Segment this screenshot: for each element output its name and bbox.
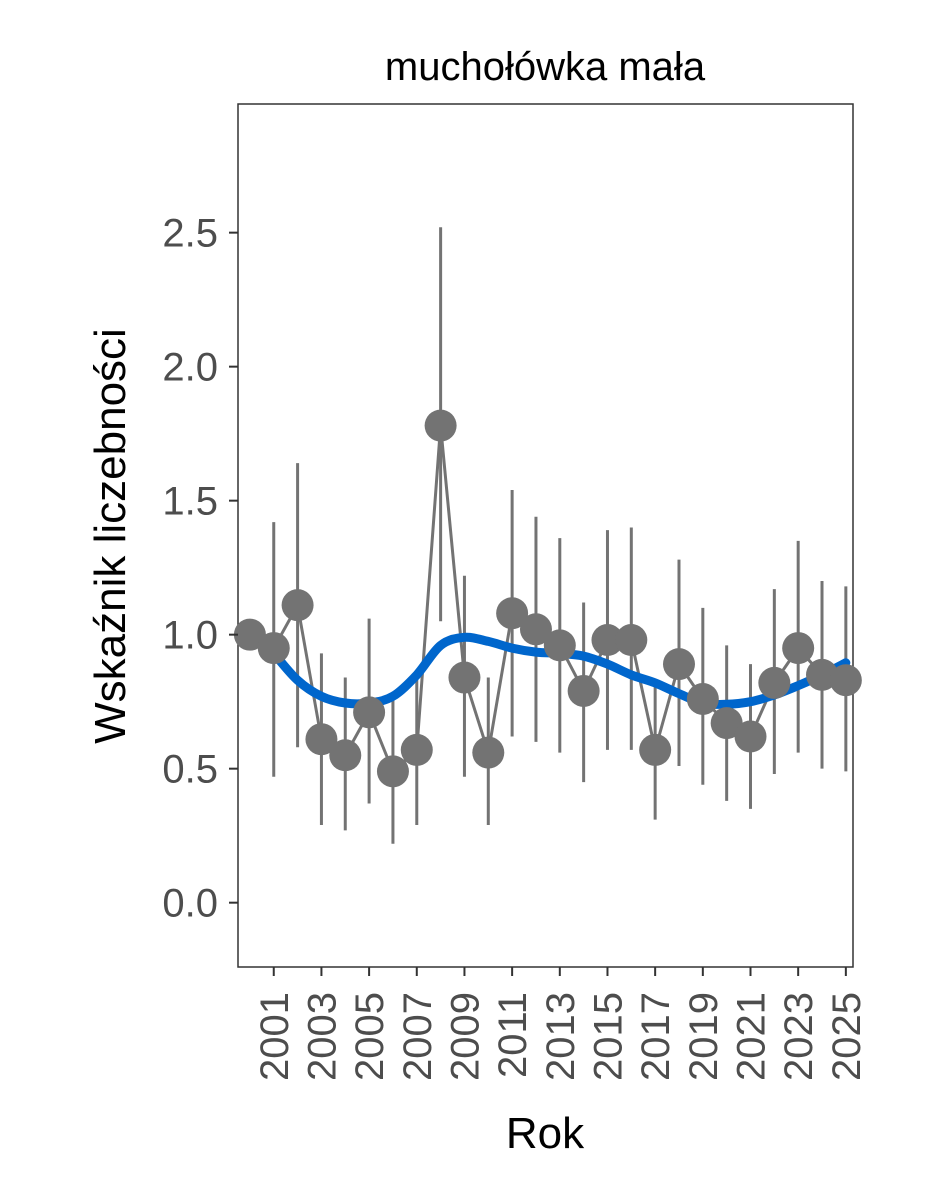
x-axis-title: Rok xyxy=(506,1109,585,1158)
x-tick-label-2: 2005 xyxy=(348,992,392,1081)
chart-title: muchołówka mała xyxy=(385,45,706,89)
x-axis: 2001 2003 2005 2007 2009 2011 2013 2015 2017 2019… xyxy=(253,967,869,1081)
y-axis-title: Wskaźnik liczebności xyxy=(86,328,135,744)
data-point-2019 xyxy=(686,682,719,715)
x-tick-label-12: 2025 xyxy=(825,992,869,1081)
data-point-2017 xyxy=(639,733,672,766)
y-tick-label-1: 0.5 xyxy=(162,748,218,792)
data-point-2014 xyxy=(567,674,600,707)
data-point-2012 xyxy=(519,613,552,646)
data-point-2005 xyxy=(353,696,386,729)
data-point-2022 xyxy=(758,666,791,699)
x-tick-label-4: 2009 xyxy=(443,992,487,1081)
x-tick-label-0: 2001 xyxy=(253,992,297,1081)
x-tick-label-11: 2023 xyxy=(777,992,821,1081)
data-point-2015 xyxy=(591,624,624,657)
data-point-2010 xyxy=(472,736,505,769)
x-tick-label-1: 2003 xyxy=(300,992,344,1081)
y-axis: 0.0 0.5 1.0 1.5 2.0 2.5 xyxy=(162,212,238,926)
data-point-2023 xyxy=(782,632,815,665)
y-tick-label-3: 1.5 xyxy=(162,480,218,524)
plot-marks xyxy=(233,227,862,844)
data-point-2007 xyxy=(400,733,433,766)
plot-panel xyxy=(237,103,854,968)
data-point-2000 xyxy=(233,618,266,651)
data-point-2024 xyxy=(806,658,839,691)
data-point-2018 xyxy=(662,648,695,681)
data-point-2011 xyxy=(496,597,529,630)
y-tick-label-2: 1.0 xyxy=(162,614,218,658)
data-point-2002 xyxy=(281,589,314,622)
data-point-2016 xyxy=(615,624,648,657)
x-tick-label-3: 2007 xyxy=(396,992,440,1081)
x-tick-label-8: 2017 xyxy=(634,992,678,1081)
y-tick-label-5: 2.5 xyxy=(162,212,218,256)
x-tick-label-5: 2011 xyxy=(491,992,535,1078)
data-point-2004 xyxy=(329,739,362,772)
data-point-2025 xyxy=(829,664,862,697)
y-tick-label-4: 2.0 xyxy=(162,346,218,390)
data-point-2001 xyxy=(257,632,290,665)
data-point-2013 xyxy=(543,629,576,662)
data-point-2009 xyxy=(448,661,481,694)
x-tick-label-9: 2019 xyxy=(682,992,726,1081)
data-point-2003 xyxy=(305,723,338,756)
data-point-2008 xyxy=(424,409,457,442)
x-tick-label-7: 2015 xyxy=(586,992,630,1081)
x-tick-label-6: 2013 xyxy=(539,992,583,1081)
y-tick-label-0: 0.0 xyxy=(162,882,218,926)
x-tick-label-10: 2021 xyxy=(730,992,774,1081)
data-point-2020 xyxy=(710,707,743,740)
data-point-2006 xyxy=(376,755,409,788)
data-point-2021 xyxy=(734,720,767,753)
